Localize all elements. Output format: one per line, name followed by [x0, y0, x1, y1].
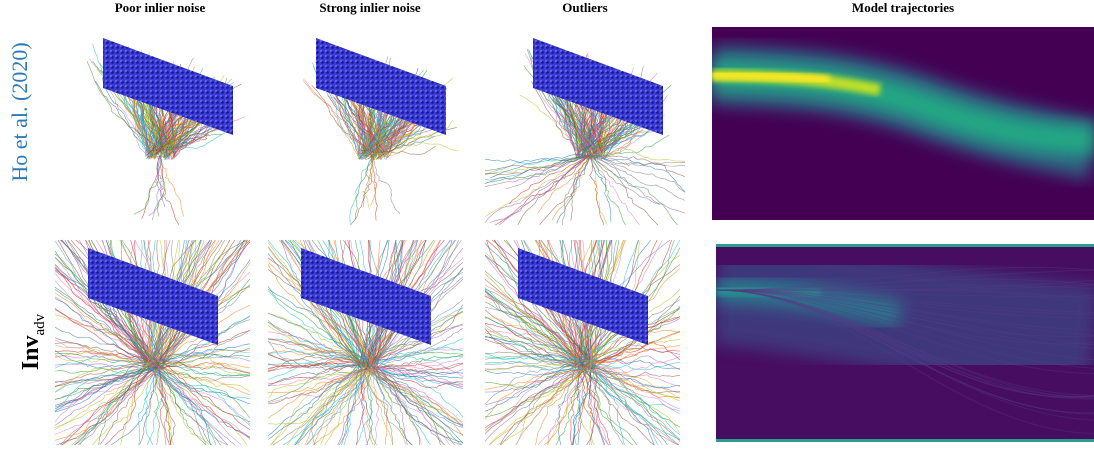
trajectory [501, 363, 578, 445]
trajectory [160, 155, 179, 225]
row-label-main: Inv [18, 335, 44, 370]
trajectory-panel [485, 240, 680, 445]
data-plane [533, 38, 663, 135]
trajectory-panel [87, 38, 245, 225]
column-title: Outliers [562, 0, 608, 15]
trajectory [367, 369, 419, 445]
heatmap-bottom [716, 244, 1094, 442]
trajectory [368, 356, 463, 365]
trajectory [590, 155, 685, 192]
row-label: Ho et al. (2020) [7, 42, 32, 181]
figure: Poor inlier noise Strong inlier noise Ou… [0, 0, 1094, 450]
heatmap-core [712, 75, 830, 80]
heatmap-edge [716, 244, 1094, 247]
trajectory [351, 155, 374, 225]
trajectory [134, 155, 160, 214]
trajectory-panel [303, 38, 458, 225]
row-label: Invadv [18, 313, 48, 370]
trajectory [298, 364, 366, 445]
row-label-sub: adv [32, 313, 48, 335]
trajectory-panel [55, 240, 250, 445]
trajectory [377, 361, 463, 376]
trajectory [588, 365, 680, 401]
heatmap-edge [716, 439, 1094, 442]
trajectory [590, 155, 685, 166]
trajectory [62, 361, 164, 445]
trajectory-panel [485, 38, 685, 225]
column-title: Model trajectories [852, 0, 954, 15]
trajectory [590, 155, 604, 225]
trajectory [156, 363, 242, 445]
heatmap-top [712, 27, 1094, 220]
column-title: Strong inlier noise [319, 0, 421, 15]
trajectory-panels [55, 38, 685, 445]
column-title: Poor inlier noise [115, 0, 206, 15]
trajectory-panel [268, 240, 463, 445]
